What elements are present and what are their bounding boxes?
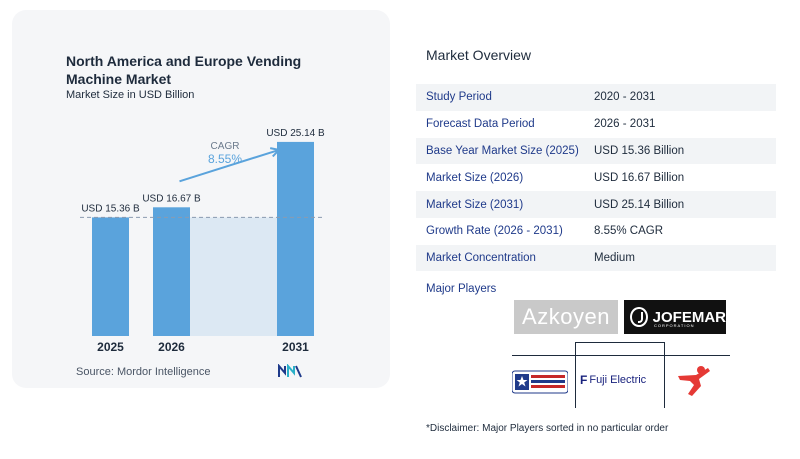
overview-row-value: 8.55% CAGR xyxy=(594,225,664,238)
overview-row: Market Size (2026) USD 16.67 Billion xyxy=(416,164,776,191)
data-label-2031: USD 25.14 B xyxy=(266,128,325,139)
bar-2031 xyxy=(277,141,314,336)
overview-row: Forecast Data Period 2026 - 2031 xyxy=(416,111,776,138)
logo-grid-divider xyxy=(664,342,665,408)
bar-2026 xyxy=(153,207,190,336)
overview-title: Market Overview xyxy=(426,47,532,63)
jofemar-logo: JOFEMAR CORPORATION xyxy=(624,300,726,334)
overview-row: Base Year Market Size (2025) USD 15.36 Bi… xyxy=(416,137,776,165)
logo-grid-divider xyxy=(512,355,730,356)
overview-row-label: Market Size (2026) xyxy=(426,171,524,184)
azkoyen-logo-text: Azkoyen xyxy=(522,304,610,329)
x-tick-label-2026: 2026 xyxy=(158,340,185,354)
overview-row-label: Forecast Data Period xyxy=(426,118,535,131)
jofemar-logo-subtext: CORPORATION xyxy=(654,323,695,328)
overview-row-label: Growth Rate (2026 - 2031) xyxy=(426,225,563,238)
overview-row-label: Market Concentration xyxy=(426,252,536,265)
jofemar-logo-text: JOFEMAR xyxy=(652,308,726,326)
overview-row: Study Period 2020 - 2031 xyxy=(416,84,776,111)
overview-row: Market Size (2031) USD 25.14 Billion xyxy=(416,191,776,218)
x-tick-label-2031: 2031 xyxy=(282,340,309,354)
disclaimer-text: *Disclaimer: Major Players sorted in no … xyxy=(426,423,669,434)
major-players-label: Major Players xyxy=(426,283,497,295)
overview-row-value: 2026 - 2031 xyxy=(594,118,656,131)
red-figure-logo-icon xyxy=(678,366,710,396)
data-label-2026: USD 16.67 B xyxy=(142,193,201,204)
chart-title: North America and Europe Vending Machine… xyxy=(66,53,302,87)
fuji-electric-logo: F Fuji Electric xyxy=(580,370,660,390)
overview-row-value: USD 16.67 Billion xyxy=(594,171,685,184)
fuji-electric-logo-text: Fuji Electric xyxy=(589,374,647,386)
logo-grid-divider xyxy=(575,342,665,343)
overview-row-value: 2020 - 2031 xyxy=(594,91,656,104)
x-tick-label-2025: 2025 xyxy=(97,340,124,354)
overview-row-label: Base Year Market Size (2025) xyxy=(426,144,579,157)
bar-2025 xyxy=(92,217,129,336)
azkoyen-logo: Azkoyen xyxy=(514,300,618,334)
overview-row: Market Concentration Medium xyxy=(416,244,776,272)
data-label-2025: USD 15.36 B xyxy=(81,203,140,214)
logo-grid-divider xyxy=(575,342,576,408)
cagr-arrow-head-icon xyxy=(269,147,281,158)
overview-row-value: USD 25.14 Billion xyxy=(594,198,685,211)
fuji-mark-icon: F xyxy=(580,373,588,387)
american-vending-logo-icon xyxy=(512,370,568,394)
cagr-label: CAGR xyxy=(211,141,240,152)
jofemar-mark-icon xyxy=(630,307,648,327)
source-text: Source: Mordor Intelligence xyxy=(76,366,211,378)
chart-subtitle: Market Size in USD Billion xyxy=(66,89,195,101)
cagr-value: 8.55% xyxy=(208,152,242,166)
overview-row: Growth Rate (2026 - 2031) 8.55% CAGR xyxy=(416,218,776,245)
forecast-band xyxy=(190,217,277,336)
overview-row-value: USD 15.36 Billion xyxy=(594,144,685,157)
overview-row-value: Medium xyxy=(594,252,635,265)
overview-row-label: Market Size (2031) xyxy=(426,198,524,211)
overview-row-label: Study Period xyxy=(426,91,492,104)
mordor-logo-icon xyxy=(278,364,302,378)
cagr-arrow-line xyxy=(179,148,280,183)
